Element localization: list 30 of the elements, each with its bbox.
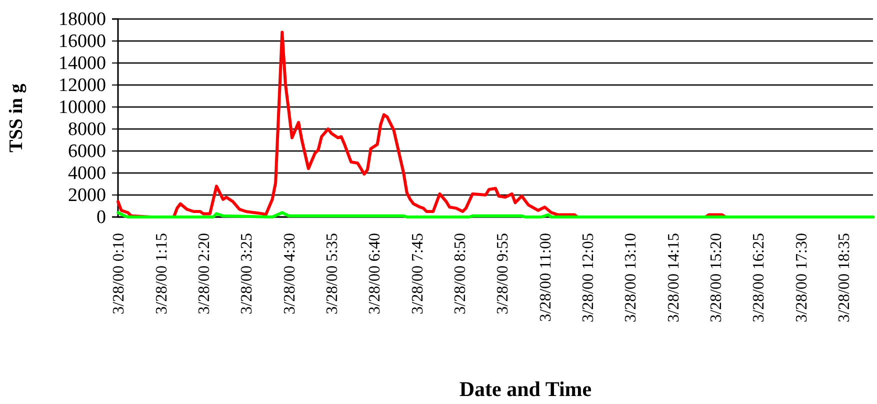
x-tick-label: 3/28/00 18:35 <box>836 233 854 322</box>
x-tick-label: 3/28/00 16:25 <box>750 233 768 322</box>
y-axis-title: TSS in g <box>6 83 27 152</box>
x-tick-label: 3/28/00 0:10 <box>110 233 128 314</box>
x-tick-label: 3/28/00 4:30 <box>281 233 298 314</box>
x-tick-label: 3/28/00 8:50 <box>452 233 469 314</box>
y-tick-label: 0 <box>96 207 106 228</box>
x-tick-label: 3/28/00 11:00 <box>537 233 554 322</box>
y-tick-label: 4000 <box>68 163 106 184</box>
y-tick-label: 16000 <box>58 31 106 52</box>
y-tick-label: 14000 <box>58 53 106 74</box>
x-tick-label: 3/28/00 6:40 <box>366 233 384 314</box>
x-tick-label: 3/28/00 9:55 <box>494 233 512 314</box>
y-tick-label: 10000 <box>58 97 106 118</box>
x-tick-label: 3/28/00 5:35 <box>324 233 341 314</box>
x-tick-label: 3/28/00 12:05 <box>580 233 598 322</box>
y-tick-label: 6000 <box>68 141 106 162</box>
x-tick-label: 3/28/00 14:15 <box>665 233 682 322</box>
x-tick-label: 3/28/00 17:30 <box>793 233 810 322</box>
x-tick-label: 3/28/00 13:10 <box>622 233 640 322</box>
x-tick-label: 3/28/00 1:15 <box>153 233 170 314</box>
x-tick-label: 3/28/00 3:25 <box>238 233 256 314</box>
y-tick-label: 8000 <box>68 119 106 140</box>
x-tick-label: 3/28/00 2:20 <box>196 233 213 314</box>
x-axis-title: Date and Time <box>459 377 592 401</box>
y-tick-label: 12000 <box>58 75 106 96</box>
y-tick-label: 18000 <box>58 9 106 30</box>
x-tick-label: 3/28/00 7:45 <box>409 233 426 314</box>
x-tick-label: 3/28/00 15:20 <box>708 233 726 322</box>
y-tick-label: 2000 <box>68 185 106 206</box>
